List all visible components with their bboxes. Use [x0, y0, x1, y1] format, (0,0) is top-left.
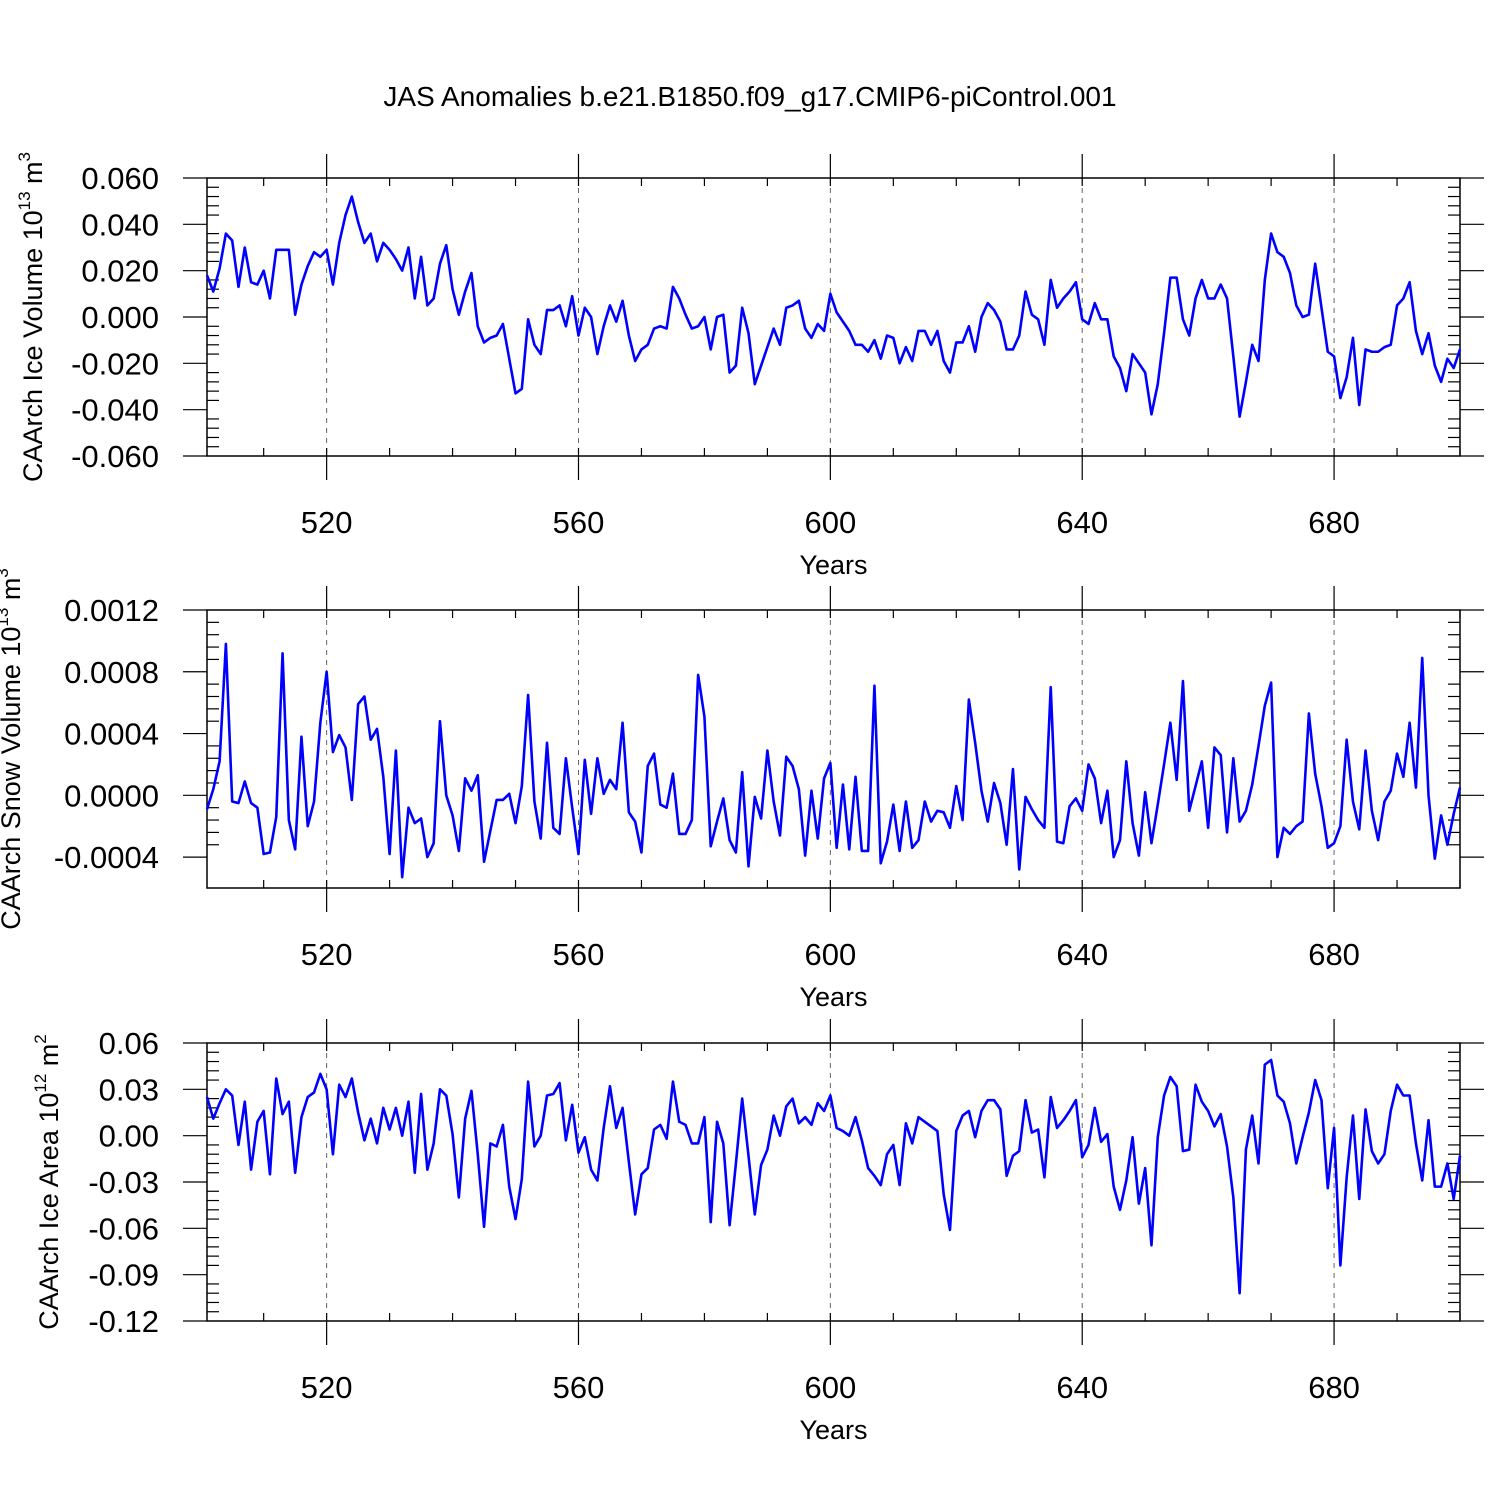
- panel-1: 520 560 600 640 680 -0.060 -0.040 -0.020 0.000 0.…: [15, 152, 1484, 580]
- y-tick-label: -0.060: [71, 439, 159, 474]
- y-tick-label: 0.0000: [64, 778, 159, 813]
- x-tick-label-560: 560: [553, 1370, 605, 1405]
- x-tick-label-600: 600: [804, 505, 856, 540]
- y-axis-title-text: m: [18, 161, 48, 191]
- x-tick-label-640: 640: [1056, 937, 1108, 972]
- panel-3: 520 560 600 640 680 -0.12 -0.09 -0.06 -0.03 0.00 0…: [31, 1019, 1484, 1445]
- x-axis-title: Years: [799, 550, 867, 580]
- y-axis-title: CAArch Ice Volume 1013 m3: [15, 152, 48, 482]
- y-tick-label: 0.0004: [64, 717, 159, 752]
- x-tick-label-680: 680: [1308, 937, 1360, 972]
- y-tick-label: -0.040: [71, 393, 159, 428]
- y-tick-label: 0.040: [81, 207, 159, 242]
- y-axis-title-superscript: 3: [0, 568, 12, 577]
- y-axis-title-superscript: 2: [31, 1034, 50, 1043]
- x-tick-label-600: 600: [804, 937, 856, 972]
- y-axis-title-superscript: 12: [31, 1074, 50, 1093]
- x-tick-label-640: 640: [1056, 1370, 1108, 1405]
- y-tick-label: 0.03: [99, 1072, 159, 1107]
- series-line-2: [205, 642, 1462, 879]
- y-axis-title: CAArch Snow Volume 1013 m3: [0, 568, 26, 930]
- y-axis-title: CAArch Ice Area 1012 m2: [31, 1034, 64, 1330]
- y-axis-title-superscript: 3: [15, 152, 34, 161]
- y-axis-title-text: CAArch Ice Area 10: [34, 1093, 64, 1330]
- y-tick-label: 0.0008: [64, 655, 159, 690]
- y-axis-title-text: m: [0, 578, 26, 608]
- series-line-1: [205, 195, 1462, 418]
- x-tick-label-520: 520: [301, 505, 353, 540]
- y-tick-label: -0.020: [71, 346, 159, 381]
- plot-frame: [206, 177, 1461, 457]
- panels: 520 560 600 640 680 -0.060 -0.040 -0.020 0.000 0.…: [0, 152, 1484, 1445]
- y-axis-title-text: CAArch Ice Volume 10: [18, 210, 48, 482]
- y-tick-label: -0.03: [88, 1165, 159, 1200]
- y-axis-title-text: m: [34, 1044, 64, 1074]
- plot-frame: [206, 609, 1461, 889]
- x-tick-label-680: 680: [1308, 1370, 1360, 1405]
- series-line-3: [205, 1058, 1462, 1295]
- y-tick-label: 0.020: [81, 254, 159, 289]
- x-tick-label-640: 640: [1056, 505, 1108, 540]
- y-tick-label: 0.00: [99, 1119, 159, 1154]
- x-tick-label-520: 520: [301, 937, 353, 972]
- x-tick-label-560: 560: [553, 937, 605, 972]
- y-tick-label: -0.09: [88, 1258, 159, 1293]
- y-tick-label: 0.06: [99, 1026, 159, 1061]
- plot-frame: [206, 1042, 1461, 1322]
- x-axis-title: Years: [799, 982, 867, 1012]
- figure-title: JAS Anomalies b.e21.B1850.f09_g17.CMIP6-…: [383, 81, 1116, 112]
- y-axis-title-superscript: 13: [0, 608, 12, 627]
- y-tick-label: 0.060: [81, 161, 159, 196]
- x-tick-label-560: 560: [553, 505, 605, 540]
- x-tick-label-680: 680: [1308, 505, 1360, 540]
- y-tick-label: -0.12: [88, 1304, 159, 1339]
- panel-2: 520 560 600 640 680 -0.0004 0.0000 0.0004 0.0008…: [0, 568, 1484, 1012]
- x-tick-label-520: 520: [301, 1370, 353, 1405]
- x-axis-title: Years: [799, 1415, 867, 1445]
- y-axis-title-superscript: 13: [15, 191, 34, 210]
- y-tick-label: -0.0004: [54, 840, 159, 875]
- x-tick-label-600: 600: [804, 1370, 856, 1405]
- y-axis-title-text: CAArch Snow Volume 10: [0, 627, 26, 930]
- y-tick-label: 0.000: [81, 300, 159, 335]
- y-tick-label: 0.0012: [64, 593, 159, 628]
- y-tick-label: -0.06: [88, 1211, 159, 1246]
